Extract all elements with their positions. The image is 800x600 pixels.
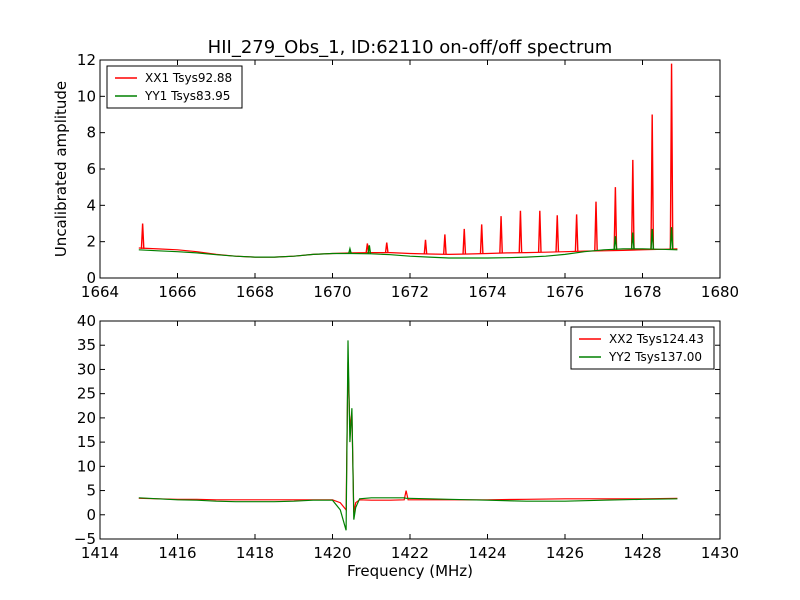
top-series-xx-spike <box>630 159 635 250</box>
top-x-tick-label: 1674 <box>468 283 506 301</box>
bottom-legend-entry: XX2 Tsys124.43 <box>609 332 704 346</box>
bottom-y-tick-label: 40 <box>77 312 96 330</box>
bottom-spectrum-plot: 1414 1416 1418 1420 1422 1424 1426 1428 1430 −5 0 5… <box>74 312 739 580</box>
top-y-tick-label: 0 <box>86 269 96 287</box>
bottom-x-axis-label: Frequency (MHz) <box>347 562 473 580</box>
bottom-y-tick-label: 20 <box>77 409 96 427</box>
top-legend: XX1 Tsys92.88 YY1 Tsys83.95 <box>106 65 243 109</box>
top-series-xx-spike <box>574 214 579 252</box>
top-series-xx-spike <box>537 210 542 253</box>
top-series-yy-spike <box>613 236 618 249</box>
top-series-xx-spike <box>613 187 618 251</box>
top-x-tick-label: 1666 <box>158 283 196 301</box>
top-series-xx-spike <box>442 234 447 255</box>
bottom-y-tick-label: 5 <box>86 482 96 500</box>
bottom-legend: XX2 Tsys124.43 YY2 Tsys137.00 <box>570 326 715 370</box>
bottom-legend-box <box>570 326 715 370</box>
top-x-tick-label: 1664 <box>81 283 119 301</box>
top-y-tick-label: 4 <box>86 196 96 214</box>
bottom-x-tick-label: 1414 <box>81 544 119 562</box>
top-x-tick-label: 1672 <box>391 283 429 301</box>
top-x-tick-label: 1670 <box>313 283 351 301</box>
bottom-y-tick-label: 35 <box>77 336 96 354</box>
bottom-y-tick-label: 25 <box>77 385 96 403</box>
top-y-tick-label: 8 <box>86 124 96 142</box>
top-series-yy-spike <box>630 232 635 249</box>
top-series-xx-spike <box>594 201 598 251</box>
top-series-xx-spike <box>669 63 674 249</box>
bottom-y-tick-label: 0 <box>86 506 96 524</box>
top-x-tick-label: 1680 <box>701 283 739 301</box>
top-legend-box <box>106 65 243 109</box>
bottom-y-tick-label: 10 <box>77 457 96 475</box>
bottom-x-tick-label: 1422 <box>391 544 429 562</box>
top-series-yy-spike <box>669 227 674 250</box>
top-series-xx-spike <box>518 210 523 253</box>
top-axes-frame <box>99 59 721 279</box>
top-x-tick-label: 1676 <box>546 283 584 301</box>
top-y-tick-label: 10 <box>77 87 96 105</box>
bottom-x-tick-label: 1428 <box>623 544 661 562</box>
top-series-yy-spike <box>367 245 372 254</box>
top-series-yy-spike <box>348 246 352 254</box>
bottom-axes-frame <box>99 320 721 540</box>
top-legend-entry: YY1 Tsys83.95 <box>144 89 230 103</box>
bottom-x-tick-label: 1424 <box>468 544 506 562</box>
top-x-tick-label: 1678 <box>623 283 661 301</box>
top-y-tick-label: 6 <box>86 160 96 178</box>
top-series-xx-spike <box>462 228 467 255</box>
top-series-xx-spike <box>650 114 655 250</box>
top-series-xx-spike <box>423 239 428 255</box>
top-y-tick-label: 2 <box>86 233 96 251</box>
chart-title: HII_279_Obs_1, ID:62110 on-off/off spect… <box>208 37 613 58</box>
top-y-tick-label: 12 <box>77 51 96 69</box>
bottom-x-tick-label: 1420 <box>313 544 351 562</box>
bottom-legend-entry: YY2 Tsys137.00 <box>608 350 702 364</box>
top-series-yy-spike <box>650 228 655 250</box>
top-series-xx-spike <box>140 223 145 249</box>
top-series-xx-spike <box>384 242 389 253</box>
bottom-y-tick-label: 30 <box>77 360 96 378</box>
bottom-x-tick-label: 1430 <box>701 544 739 562</box>
top-y-axis-label: Uncalibrated amplitude <box>52 81 70 257</box>
top-series-xx-spike <box>499 216 503 253</box>
bottom-y-tick-label: −5 <box>74 530 96 548</box>
top-series-yy-line <box>138 248 678 259</box>
bottom-y-tick-label: 15 <box>77 433 96 451</box>
bottom-x-tick-label: 1418 <box>236 544 274 562</box>
top-spectrum-plot: 1664 1666 1668 1670 1672 1674 1676 1678 1680 0 2 4 6… <box>52 51 739 301</box>
top-series-xx-spike <box>555 215 560 252</box>
bottom-x-tick-label: 1416 <box>158 544 196 562</box>
top-legend-entry: XX1 Tsys92.88 <box>145 71 232 85</box>
bottom-series-yy-line <box>138 340 678 531</box>
bottom-x-tick-label: 1426 <box>546 544 584 562</box>
top-series-xx-spike <box>479 224 484 254</box>
top-x-tick-label: 1668 <box>236 283 274 301</box>
